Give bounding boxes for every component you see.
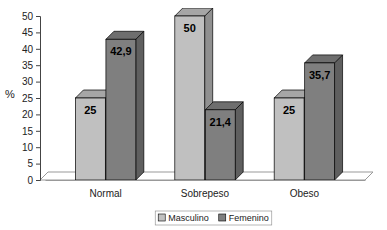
y-tick: 45 xyxy=(22,27,40,38)
bar-side xyxy=(136,31,144,180)
y-tick-label: 5 xyxy=(27,158,33,169)
x-tick: Normal xyxy=(90,180,122,199)
y-tick: 5 xyxy=(27,158,40,169)
data-label: 35,7 xyxy=(309,69,330,81)
y-tick-mark xyxy=(36,16,40,17)
legend-label: Masculino xyxy=(168,213,209,223)
y-tick-mark xyxy=(36,32,40,33)
y-tick-label: 50 xyxy=(22,11,34,22)
legend-swatch xyxy=(219,214,226,221)
y-tick: 35 xyxy=(22,60,40,71)
y-axis-line xyxy=(36,17,41,181)
bar-top xyxy=(305,55,343,63)
y-tick-label: 25 xyxy=(22,93,34,104)
y-tick: 20 xyxy=(22,109,40,120)
data-labels: 25 50 25 42,9 21,4 35,7 xyxy=(84,22,330,128)
bar xyxy=(205,110,235,180)
y-tick: 30 xyxy=(22,76,40,87)
y-tick-label: 0 xyxy=(27,175,33,186)
legend-item: Masculino xyxy=(158,213,209,223)
x-tick-label: Normal xyxy=(90,188,122,199)
bar xyxy=(175,16,205,180)
data-label: 25 xyxy=(283,104,295,116)
x-axis: Normal Sobrepeso Obeso xyxy=(46,180,366,199)
legend-frame xyxy=(155,211,272,225)
y-tick: 25 xyxy=(22,93,40,104)
y-tick-label: 10 xyxy=(22,142,34,153)
bar xyxy=(305,63,335,180)
y-tick-label: 40 xyxy=(22,44,34,55)
y-tick-mark xyxy=(36,65,40,66)
bar xyxy=(75,98,105,180)
y-tick-label: 30 xyxy=(22,76,34,87)
chart: 0 5 10 15 20 25 30 35 40 45 50% Normal Sobrepeso Obes… xyxy=(0,0,387,230)
y-tick: 50 xyxy=(22,11,40,22)
bar-top xyxy=(205,102,243,110)
y-tick: 10 xyxy=(22,142,40,153)
x-tick: Obeso xyxy=(290,180,320,199)
y-tick-mark xyxy=(36,49,40,50)
y-tick-mark xyxy=(36,180,40,181)
y-tick-mark xyxy=(36,82,40,83)
bar-top xyxy=(175,8,213,16)
y-tick-label: 35 xyxy=(22,60,34,71)
y-axis: 0 5 10 15 20 25 30 35 40 45 50 xyxy=(22,11,41,186)
y-tick-label: 45 xyxy=(22,27,34,38)
y-tick-mark xyxy=(36,147,40,148)
y-tick-label: 20 xyxy=(22,109,34,120)
bar xyxy=(274,98,304,180)
legend: Masculino Femenino xyxy=(155,211,272,225)
bar xyxy=(106,39,136,180)
y-tick-mark xyxy=(36,114,40,115)
legend-item: Femenino xyxy=(219,213,269,223)
x-tick-label: Sobrepeso xyxy=(181,188,230,199)
data-label: 25 xyxy=(84,104,96,116)
y-tick-mark xyxy=(36,131,40,132)
y-tick: 0 xyxy=(27,175,40,186)
x-axis-line xyxy=(46,180,366,181)
data-label: 21,4 xyxy=(210,116,232,128)
y-tick-mark xyxy=(36,98,40,99)
x-tick: Sobrepeso xyxy=(181,180,230,199)
data-label: 42,9 xyxy=(110,45,131,57)
legend-label: Femenino xyxy=(229,213,269,223)
y-tick: 15 xyxy=(22,126,40,137)
bar-side xyxy=(235,102,243,180)
data-label: 50 xyxy=(184,22,196,34)
y-axis-title: % xyxy=(5,88,15,100)
y-tick-label: 15 xyxy=(22,126,34,137)
bar-top xyxy=(106,31,144,39)
y-tick-mark xyxy=(36,164,40,165)
legend-swatch xyxy=(158,214,165,221)
bar-side xyxy=(335,55,343,180)
x-tick-label: Obeso xyxy=(290,188,320,199)
bars xyxy=(75,8,342,180)
y-tick: 40 xyxy=(22,44,40,55)
